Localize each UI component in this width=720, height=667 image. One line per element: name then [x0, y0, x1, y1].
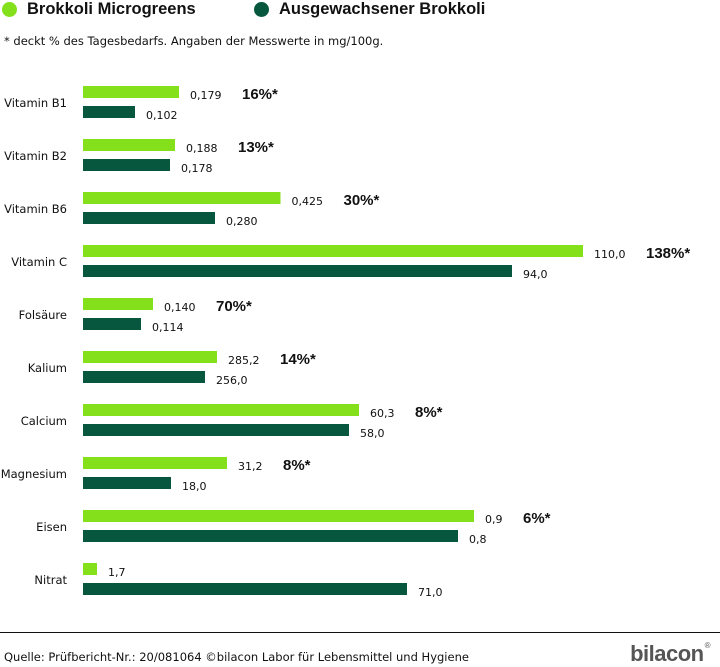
daily-percent-magnesium: 8%*: [283, 457, 311, 474]
bar-mature-eisen: [83, 530, 458, 542]
value-label-microgreens-folsaeure: 0,140: [164, 301, 196, 314]
value-label-microgreens-nitrat: 1,7: [108, 566, 126, 579]
bar-mature-vitamin-b1: [83, 106, 135, 118]
value-label-mature-vitamin-b2: 0,178: [181, 162, 213, 175]
legend-dot-mature: [254, 2, 269, 17]
daily-percent-calcium: 8%*: [415, 404, 443, 421]
bar-mature-nitrat: [83, 583, 407, 595]
value-label-mature-nitrat: 71,0: [418, 586, 443, 599]
bar-microgreens-vitamin-b1: [83, 86, 179, 98]
bar-mature-folsaeure: [83, 318, 141, 330]
value-label-microgreens-calcium: 60,3: [370, 407, 395, 420]
chart-note: * deckt % des Tagesbedarfs. Angaben der …: [4, 34, 384, 48]
bar-mature-kalium: [83, 371, 205, 383]
value-label-microgreens-vitamin-b2: 0,188: [186, 142, 218, 155]
bar-microgreens-vitamin-b2: [83, 139, 175, 151]
value-label-mature-magnesium: 18,0: [182, 480, 207, 493]
bar-microgreens-vitamin-c: [83, 245, 583, 257]
logo-mark: ®: [704, 641, 711, 650]
category-label-kalium: Kalium: [28, 361, 67, 375]
bar-mature-vitamin-b6: [83, 212, 215, 224]
bar-chart: Vitamin B1 0,179 0,102 16%* Vitamin B2 0,188 0…: [1, 86, 690, 599]
category-label-vitamin-c: Vitamin C: [11, 255, 67, 269]
daily-percent-folsaeure: 70%*: [216, 298, 252, 315]
category-label-magnesium: Magnesium: [1, 467, 67, 481]
bar-microgreens-folsaeure: [83, 298, 153, 310]
category-label-vitamin-b6: Vitamin B6: [4, 202, 67, 216]
daily-percent-eisen: 6%*: [523, 510, 551, 527]
category-label-eisen: Eisen: [36, 520, 67, 534]
value-label-microgreens-vitamin-c: 110,0: [594, 248, 626, 261]
category-label-vitamin-b2: Vitamin B2: [4, 149, 67, 163]
value-label-microgreens-vitamin-b1: 0,179: [190, 89, 222, 102]
value-label-mature-calcium: 58,0: [360, 427, 385, 440]
value-label-microgreens-magnesium: 31,2: [238, 460, 263, 473]
value-label-mature-kalium: 256,0: [216, 374, 248, 387]
bar-mature-vitamin-c: [83, 265, 512, 277]
category-label-nitrat: Nitrat: [34, 573, 67, 587]
logo-text: bilacon: [630, 641, 704, 666]
value-label-mature-folsaeure: 0,114: [152, 321, 184, 334]
legend-dot-microgreens: [2, 2, 17, 17]
bar-microgreens-kalium: [83, 351, 217, 363]
value-label-microgreens-eisen: 0,9: [485, 513, 503, 526]
bilacon-logo: bilacon®: [630, 641, 710, 667]
value-label-mature-vitamin-b6: 0,280: [226, 215, 258, 228]
daily-percent-vitamin-b2: 13%*: [238, 139, 274, 156]
daily-percent-kalium: 14%*: [280, 351, 316, 368]
legend-item-mature: Ausgewachsener Brokkoli: [254, 0, 485, 19]
bar-microgreens-eisen: [83, 510, 474, 522]
value-label-mature-vitamin-b1: 0,102: [146, 109, 178, 122]
daily-percent-vitamin-b1: 16%*: [242, 86, 278, 103]
category-label-vitamin-b1: Vitamin B1: [4, 96, 67, 110]
source-text: Quelle: Prüfbericht-Nr.: 20/081064 ©bila…: [4, 650, 469, 664]
footer-divider: [0, 632, 720, 633]
daily-percent-vitamin-b6: 30%*: [344, 192, 380, 209]
category-label-folsaeure: Folsäure: [19, 308, 67, 322]
category-label-calcium: Calcium: [21, 414, 67, 428]
daily-percent-vitamin-c: 138%*: [646, 245, 690, 262]
value-label-mature-eisen: 0,8: [469, 533, 487, 546]
bar-microgreens-calcium: [83, 404, 359, 416]
bar-microgreens-nitrat: [83, 563, 97, 575]
legend-label-microgreens: Brokkoli Microgreens: [27, 0, 196, 18]
bar-microgreens-vitamin-b6: [83, 192, 281, 204]
legend-label-mature: Ausgewachsener Brokkoli: [279, 0, 486, 18]
value-label-microgreens-vitamin-b6: 0,425: [292, 195, 324, 208]
bar-mature-magnesium: [83, 477, 171, 489]
value-label-microgreens-kalium: 285,2: [228, 354, 260, 367]
legend-item-microgreens: Brokkoli Microgreens: [2, 0, 196, 19]
value-label-mature-vitamin-c: 94,0: [523, 268, 548, 281]
bar-microgreens-magnesium: [83, 457, 227, 469]
bar-mature-calcium: [83, 424, 349, 436]
bar-mature-vitamin-b2: [83, 159, 170, 171]
